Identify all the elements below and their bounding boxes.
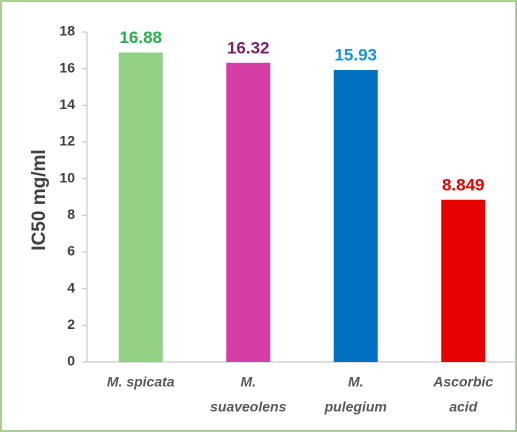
x-tick-label: M. — [348, 374, 364, 390]
x-tick-label: pulegium — [324, 399, 387, 415]
y-tick-label: 8 — [67, 206, 75, 222]
y-tick-label: 18 — [59, 23, 75, 39]
value-label: 15.93 — [334, 45, 377, 64]
bar — [333, 69, 378, 362]
y-axis-label: IC50 mg/ml — [29, 149, 50, 250]
x-tick-label: Ascorbic — [432, 374, 493, 390]
y-tick-label: 4 — [67, 279, 75, 295]
x-tick-label: suaveolens — [210, 399, 286, 415]
bar — [226, 62, 271, 363]
x-tick-label: acid — [449, 399, 477, 415]
y-tick-label: 2 — [67, 316, 75, 332]
y-tick-label: 6 — [67, 243, 75, 259]
value-label: 16.88 — [119, 28, 162, 47]
bar — [441, 199, 486, 362]
y-tick-label: 14 — [59, 96, 75, 112]
value-label: 16.32 — [227, 38, 270, 57]
y-tick-label: 10 — [59, 169, 75, 185]
bar — [118, 52, 163, 363]
y-tick-label: 0 — [67, 353, 75, 369]
x-tick-label: M. — [240, 374, 256, 390]
value-label: 8.849 — [442, 175, 485, 194]
x-tick-label: M. spicata — [107, 374, 175, 390]
y-tick-label: 16 — [59, 59, 75, 75]
y-tick-label: 12 — [59, 133, 75, 149]
